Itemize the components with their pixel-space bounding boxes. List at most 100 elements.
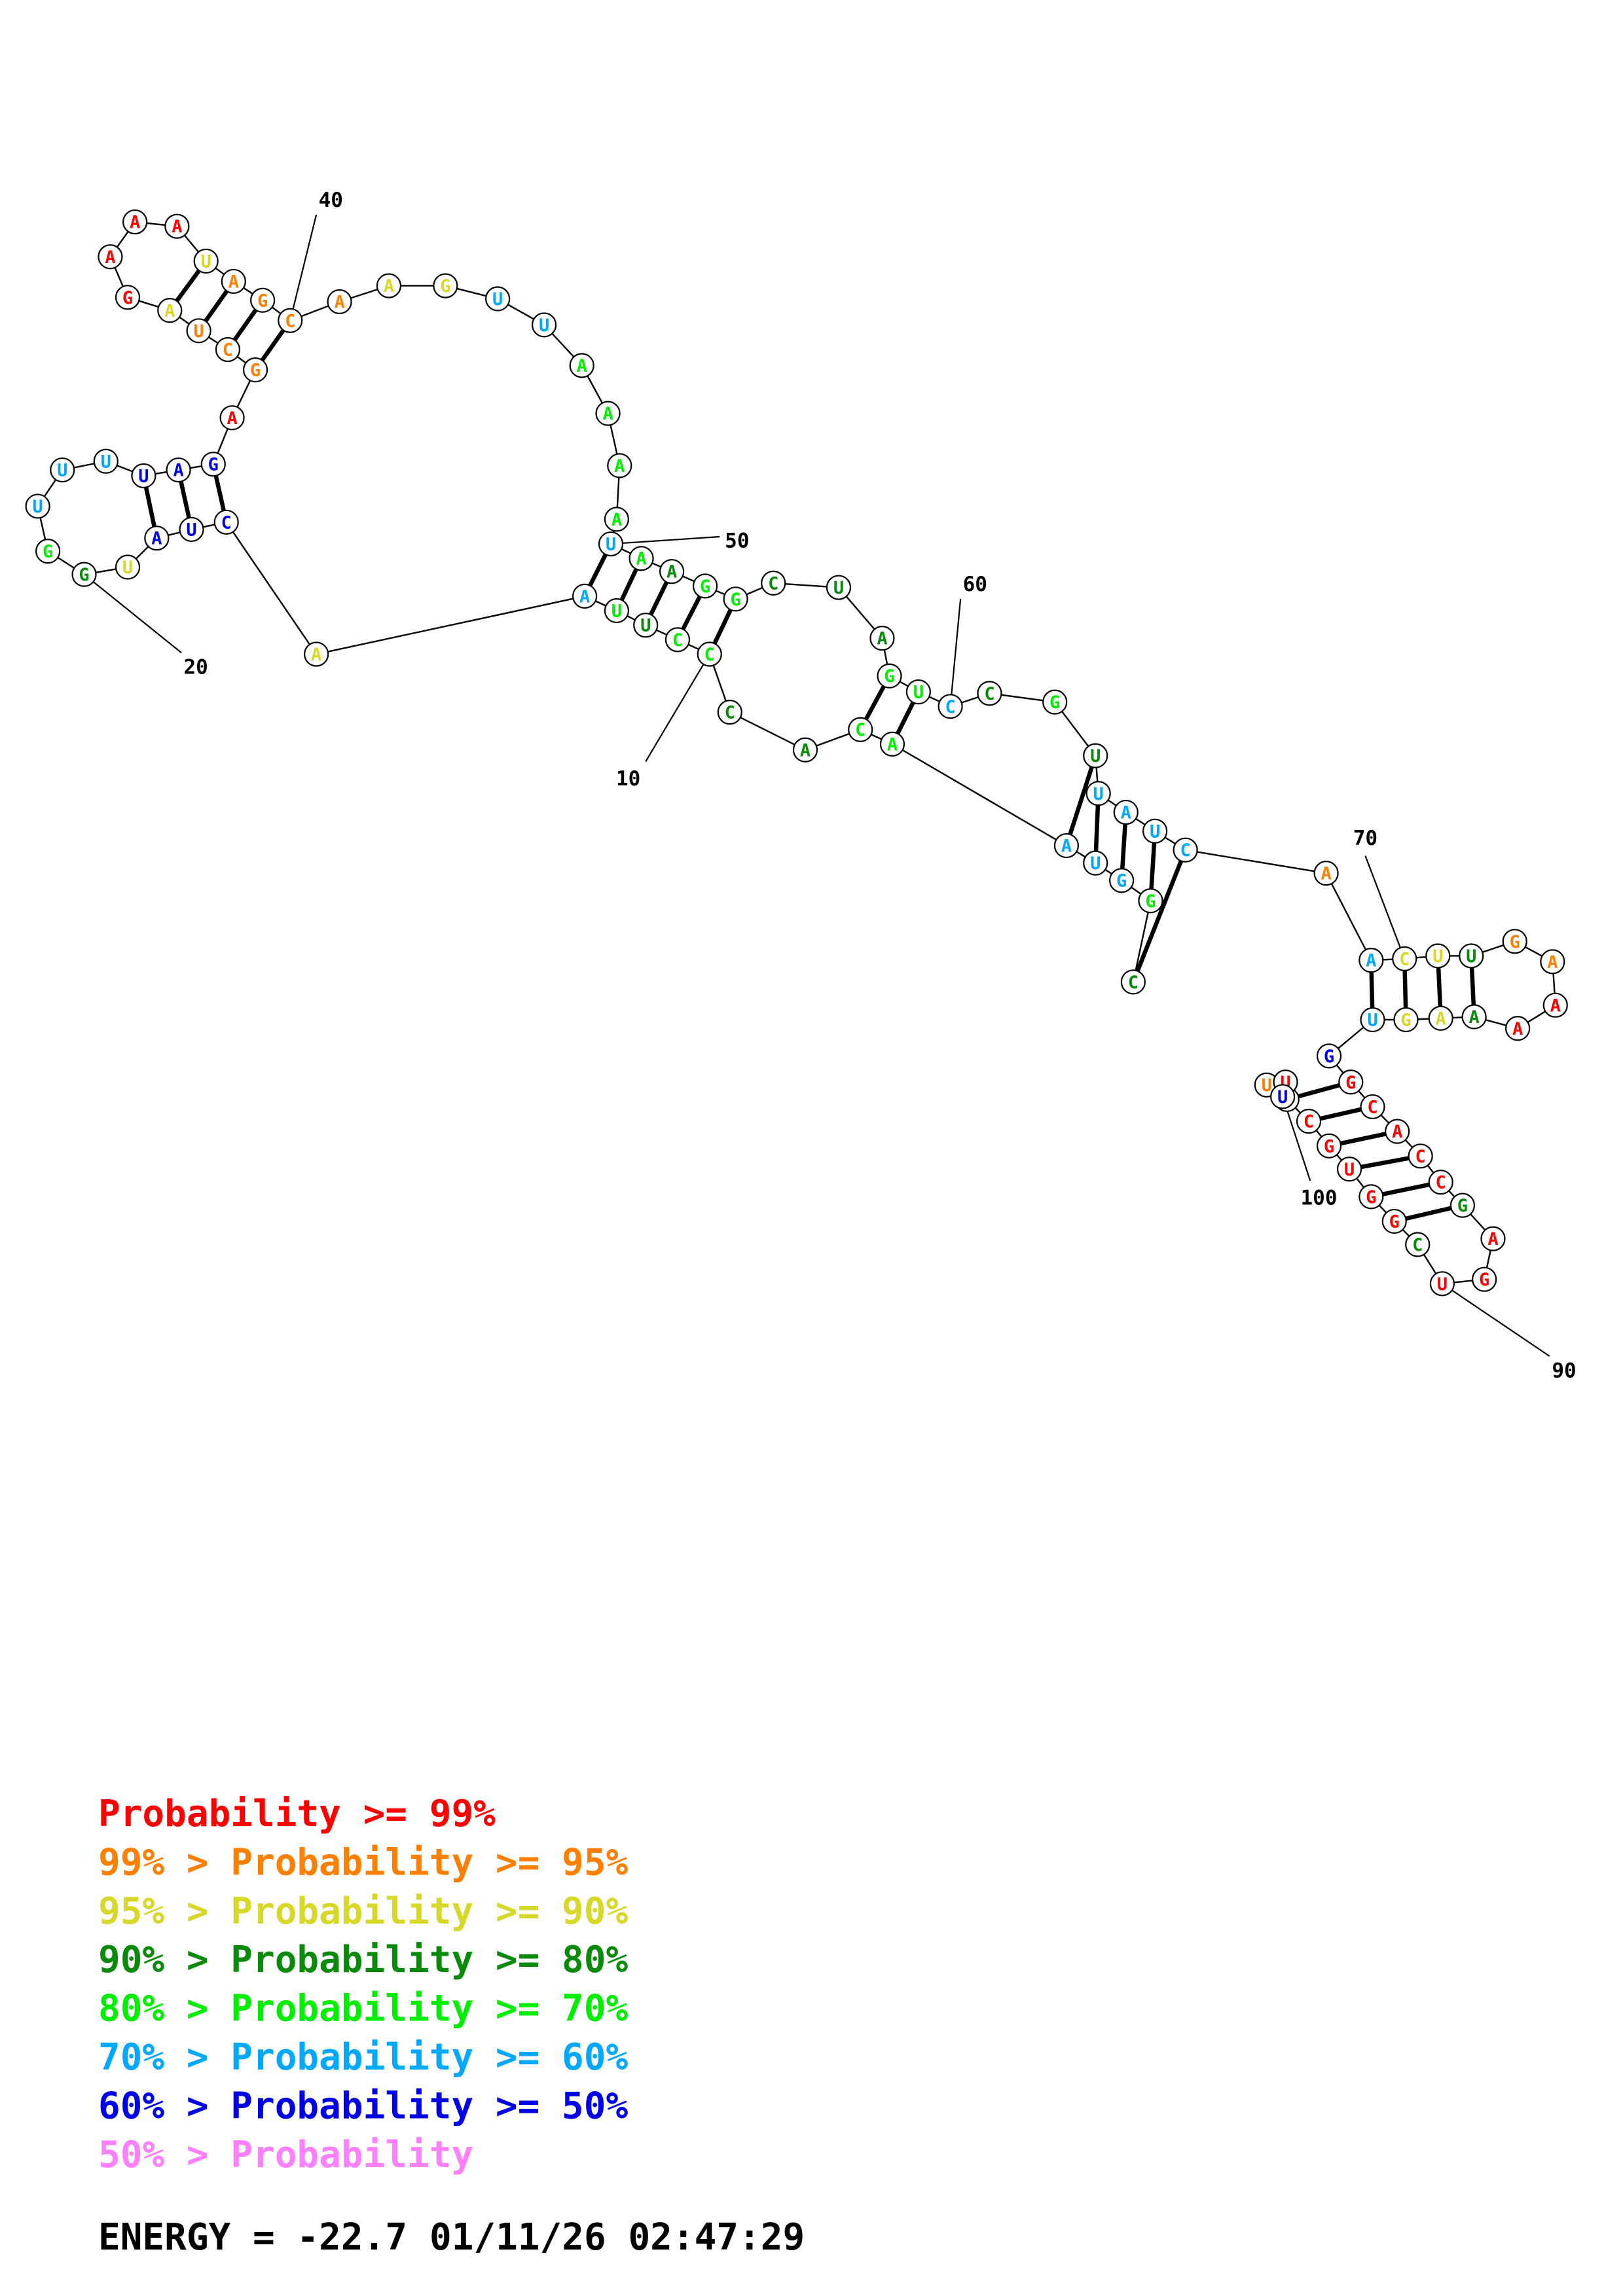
nucleotide-letter: A — [666, 562, 677, 583]
nucleotide-circle — [98, 244, 123, 270]
nucleotide: U — [1429, 1271, 1455, 1297]
nucleotide-letter: A — [611, 510, 622, 530]
nucleotide-circle — [1142, 818, 1168, 844]
nucleotide-circle — [1270, 1084, 1296, 1109]
nucleotide-letter: A — [311, 645, 321, 665]
nucleotide-letter: A — [227, 408, 237, 429]
nucleotide: G — [723, 586, 748, 612]
nucleotide: U — [186, 318, 211, 344]
nucleotide-letter: U — [1344, 1160, 1355, 1180]
nucleotide-circle — [71, 562, 97, 587]
nucleotide-circle — [531, 312, 557, 338]
nucleotide: A — [221, 268, 246, 295]
nucleotide-letter: G — [79, 565, 89, 585]
nucleotide-circle — [1296, 1109, 1322, 1134]
backbone-segment — [1325, 872, 1372, 961]
nucleotide-circle — [633, 613, 659, 638]
nucleotide: U — [25, 493, 50, 519]
nucleotide-letter: U — [913, 683, 924, 703]
nucleotide-letter: U — [1367, 1010, 1377, 1030]
nucleotide: U — [485, 286, 511, 312]
nucleotide-letter: U — [122, 558, 133, 578]
nucleotide-letter: C — [725, 703, 735, 723]
nucleotide-letter: U — [57, 461, 67, 481]
nucleotide: C — [1173, 837, 1198, 863]
nucleotide: G — [433, 273, 458, 298]
nucleotide: C — [1360, 1094, 1385, 1120]
nucleotide-circle — [115, 554, 141, 580]
nucleotide-circle — [278, 308, 303, 333]
nucleotide-letter: A — [1061, 836, 1072, 857]
nucleotide: U — [115, 554, 141, 580]
nucleotide-circle — [1505, 1016, 1531, 1041]
nucleotide-letter: A — [887, 734, 898, 755]
nucleotide: G — [71, 562, 97, 587]
legend-row: 90% > Probability >= 80% — [98, 1939, 628, 1981]
position-tick — [83, 573, 182, 654]
nucleotide: A — [595, 401, 621, 426]
nucleotide: A — [1480, 1226, 1506, 1251]
nucleotide: C — [697, 641, 722, 667]
nucleotide-circle — [433, 273, 458, 298]
nucleotide-circle — [607, 453, 632, 478]
nucleotide-letter: U — [32, 497, 43, 517]
nucleotide-circle — [869, 626, 895, 651]
backbone-segment — [225, 522, 318, 655]
nucleotide-letter: A — [1121, 803, 1131, 823]
nucleotide-letter: U — [1437, 1274, 1448, 1295]
backbone-segment — [729, 711, 806, 751]
nucleotide-circle — [826, 575, 852, 600]
nucleotide: A — [1359, 948, 1384, 973]
nucleotide: C — [977, 681, 1002, 706]
nucleotide: A — [1540, 949, 1565, 975]
nucleotide-letter: A — [1550, 996, 1561, 1016]
nucleotide: G — [1472, 1266, 1497, 1292]
timestamp: 01/11/26 02:47:29 — [429, 2216, 805, 2259]
nucleotide-letter: C — [768, 573, 778, 594]
nucleotide-circle — [1173, 837, 1198, 863]
nucleotide-circle — [1109, 868, 1135, 893]
nucleotide-letter: C — [672, 630, 683, 651]
legend-row: 60% > Probability >= 50% — [98, 2085, 628, 2127]
nucleotide-letter: U — [186, 520, 196, 540]
nucleotide-circle — [1385, 1119, 1410, 1144]
position-tick — [949, 599, 962, 707]
nucleotide-circle — [1316, 1043, 1342, 1069]
nucleotide-circle — [25, 493, 50, 519]
nucleotide-letter: G — [1400, 1010, 1411, 1030]
nucleotide: G — [1109, 868, 1135, 893]
nucleotide: U — [1083, 743, 1108, 768]
nucleotide: U — [193, 248, 219, 274]
nucleotide-letter: U — [1090, 746, 1101, 766]
position-labels: 10 20 40 50 60 70 90 100 — [184, 188, 1577, 1382]
nucleotide-letter: A — [577, 356, 587, 376]
nucleotide: A — [376, 273, 402, 298]
nucleotide-circle — [1472, 1266, 1497, 1292]
nucleotide-circle — [572, 583, 598, 609]
energy-value: ENERGY = -22.7 — [98, 2216, 407, 2259]
nucleotide-letter: C — [1180, 840, 1191, 861]
nucleotide-letter: G — [1324, 1136, 1334, 1157]
backbone-segment — [1132, 901, 1152, 982]
nucleotide: G — [877, 663, 902, 689]
nucleotide: U — [1459, 943, 1484, 969]
nucleotide: A — [604, 507, 629, 532]
legend-row: Probability >= 99% — [98, 1793, 496, 1835]
nucleotide: C — [1296, 1109, 1322, 1134]
nucleotide: C — [278, 308, 303, 333]
nucleotide-circle — [186, 318, 211, 344]
nucleotide-letter: U — [1150, 821, 1160, 842]
nucleotide-letter: G — [1116, 871, 1127, 891]
nucleotide-circle — [1316, 1133, 1342, 1158]
nucleotide: G — [1316, 1043, 1342, 1069]
nucleotide-circle — [1359, 1184, 1384, 1210]
nucleotide: A — [792, 737, 818, 762]
nucleotide-letter: C — [1367, 1097, 1377, 1117]
nucleotide: G — [1138, 888, 1163, 914]
nucleotide-letter: G — [208, 455, 219, 475]
nucleotide: A — [304, 641, 329, 667]
position-label: 50 — [725, 529, 749, 553]
nucleotide-letter: U — [539, 315, 549, 336]
nucleotide: A — [98, 244, 123, 270]
